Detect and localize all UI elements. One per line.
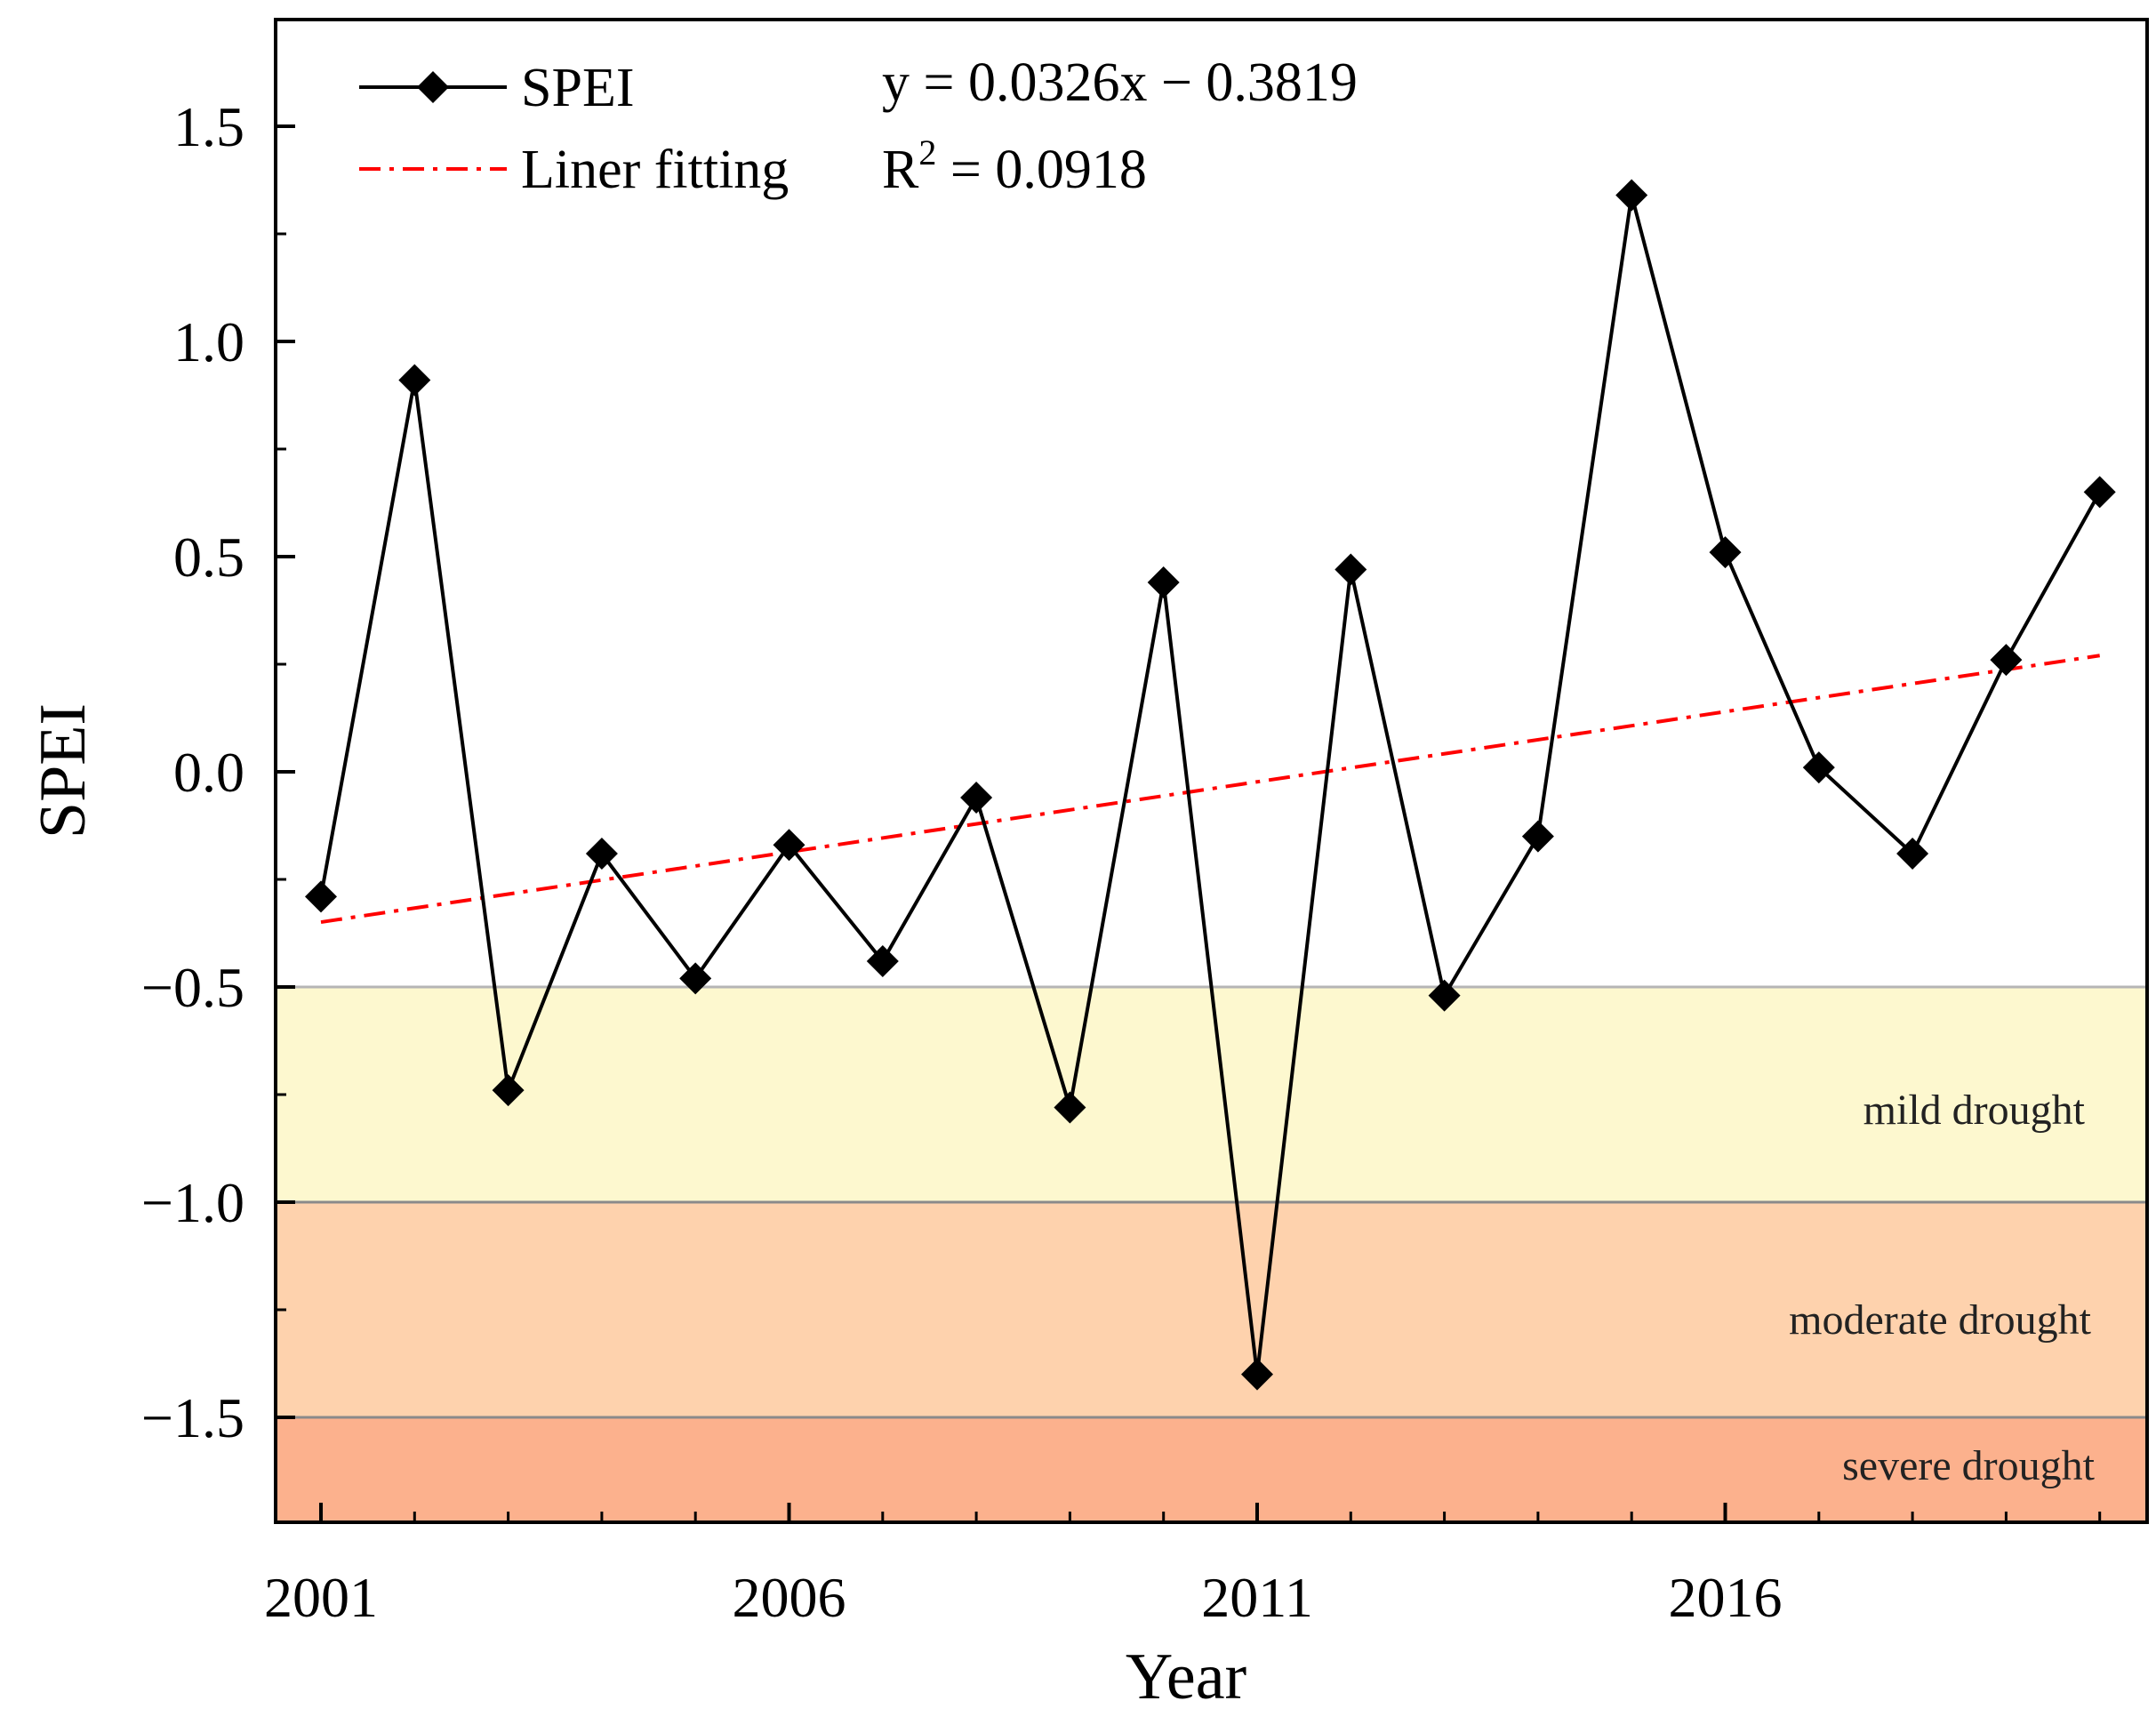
x-tick-label: 2006 [733,1566,846,1629]
band-moderate-drought [276,1202,2147,1417]
legend-spei-marker [417,71,449,103]
spei-point-2007 [866,944,899,977]
fit-line [320,654,2100,925]
r-squared-value: = 0.0918 [936,140,1146,200]
linear-fit-line [320,654,2100,925]
y-tick-label: 1.0 [173,310,244,373]
spei-point-2003 [492,1074,525,1107]
r-squared: R2 = 0.0918 [882,132,1147,200]
y-tick-label: −1.5 [141,1386,244,1449]
spei-point-2009 [1054,1091,1086,1124]
spei-point-2005 [679,962,712,995]
spei-point-2004 [585,837,618,870]
x-tick-label: 2011 [1201,1566,1313,1629]
spei-point-2015 [1615,179,1648,212]
spei-point-2014 [1521,820,1554,853]
y-tick-label: 1.5 [173,95,244,158]
y-tick-label: −1.0 [141,1171,244,1234]
spei-point-2011 [1241,1358,1273,1391]
spei-point-2013 [1428,979,1461,1012]
y-tick-label: −0.5 [141,956,244,1019]
band-label-severe-drought: severe drought [1842,1442,2096,1489]
legend-fit-label: Liner fitting [521,140,789,200]
drought-bands [276,985,2147,1522]
x-axis-title: Year [1126,1641,1246,1713]
y-tick-label: 0.0 [173,741,244,804]
band-label-mild-drought: mild drought [1863,1087,2086,1134]
spei-point-2018 [1896,837,1929,870]
band-mild-drought [276,987,2147,1202]
plot-frame [274,18,2149,1524]
spei-point-2006 [773,829,805,862]
y-tick-label: 0.5 [173,526,244,589]
r-squared-superscript: 2 [918,132,936,172]
spei-line [319,193,2102,1376]
spei-point-2016 [1709,536,1742,569]
legend-spei-label: SPEI [521,58,634,118]
x-tick-label: 2016 [1669,1566,1783,1629]
spei-point-2010 [1147,566,1180,599]
spei-point-2020 [2083,476,2116,509]
y-axis-title: SPEI [27,703,100,838]
r-squared-prefix: R [882,140,919,200]
spei-point-2017 [1802,751,1835,784]
band-severe-drought [276,1417,2147,1522]
spei-point-2019 [1990,644,2023,677]
y-tick-labels: 1.5 1.0 0.5 0.0 −0.5 −1.0 −1.5 [141,95,244,1449]
spei-point-2008 [960,782,993,814]
regression-equation: y = 0.0326x − 0.3819 [882,52,1358,113]
spei-point-2001 [305,880,337,913]
band-label-moderate-drought: moderate drought [1789,1296,2092,1344]
spei-series [305,179,2116,1391]
legend: SPEI Liner fitting y = 0.0326x − 0.3819 … [359,52,1358,200]
x-tick-labels: 2001 2006 2011 2016 [264,1566,1783,1629]
x-tick-label: 2001 [264,1566,378,1629]
drought-band-labels: mild drought moderate drought severe droug… [1789,1087,2096,1489]
spei-point-2002 [398,364,431,397]
spei-point-2012 [1334,553,1367,586]
axis-ticks [276,124,2102,1522]
